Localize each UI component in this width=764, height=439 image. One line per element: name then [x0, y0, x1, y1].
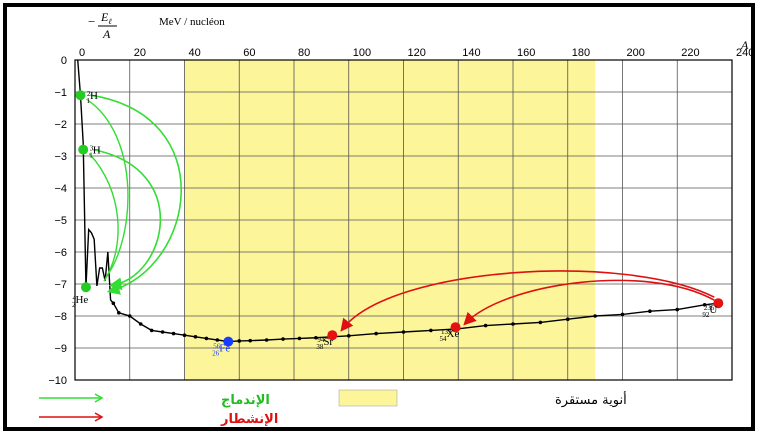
- legend-fusion-label: الإندماج: [221, 393, 270, 408]
- y-tick-label: 0: [61, 55, 67, 67]
- y-tick-label: −10: [48, 375, 67, 387]
- fusion-arrow: [86, 98, 129, 278]
- x-tick-label: 180: [572, 47, 590, 59]
- nuclide-point-sr94: [327, 330, 338, 341]
- legend: الإندماج الإنشطار أنوية مستقرة: [39, 389, 627, 427]
- fusion-arrow: [90, 94, 183, 295]
- curve-point: [401, 330, 406, 334]
- curve-point: [374, 331, 378, 336]
- curve-point: [702, 303, 707, 307]
- curve-point: [565, 317, 570, 322]
- y-tick-label: −6: [54, 247, 67, 259]
- curve-point: [149, 328, 154, 333]
- curve-point: [182, 333, 187, 338]
- nuclide-point-xe139: [450, 322, 461, 333]
- curve-point: [538, 320, 543, 325]
- x-tick-label: 40: [189, 47, 201, 59]
- nuclide-point-u235: [713, 298, 724, 309]
- curve-point: [314, 335, 318, 340]
- units-label: MeV / nucléon: [159, 16, 225, 28]
- x-axis-label: A: [740, 38, 749, 52]
- curve-point: [111, 301, 116, 306]
- curve-point: [264, 338, 269, 342]
- y-tick-label: −1: [54, 87, 67, 99]
- nuclide-point-h2: [75, 90, 86, 101]
- curve-point: [675, 307, 680, 312]
- curve-point: [237, 339, 242, 343]
- curve-point: [193, 335, 198, 339]
- nuclide-label-fe56: 56 26Fe: [212, 343, 230, 358]
- nuclide-point-he4: [80, 282, 91, 293]
- curve-point: [127, 314, 132, 318]
- fusion-arrow: [88, 153, 119, 282]
- chart-frame: 0204060801001201401601802002202400−1−2−3…: [3, 3, 755, 431]
- y-axis-numerator: Eℓ: [100, 10, 112, 26]
- y-tick-label: −4: [54, 183, 67, 195]
- x-tick-label: 100: [353, 47, 371, 59]
- curve-point: [281, 337, 285, 341]
- curve-point: [511, 322, 515, 326]
- nuclide-point-h3: [78, 144, 89, 155]
- curve-point: [160, 330, 165, 334]
- x-tick-label: 240: [736, 47, 751, 59]
- curve-point: [620, 312, 625, 317]
- x-tick-label: 140: [462, 47, 480, 59]
- legend-stable-label: أنوية مستقرة: [555, 391, 627, 408]
- x-tick-label: 0: [79, 47, 85, 59]
- y-axis-denominator: A: [102, 27, 111, 41]
- nuclide-label-h3: 3 1H: [89, 145, 101, 160]
- curve-point: [593, 314, 597, 318]
- y-tick-label: −2: [54, 119, 67, 131]
- x-tick-label: 200: [627, 47, 645, 59]
- curve-point: [429, 328, 433, 333]
- x-tick-label: 20: [134, 47, 146, 59]
- curve-point: [171, 331, 176, 336]
- y-tick-label: −3: [54, 151, 67, 163]
- y-axis-minus: −: [88, 14, 95, 29]
- x-tick-label: 60: [243, 47, 255, 59]
- curve-point: [483, 323, 488, 328]
- y-tick-label: −8: [54, 311, 67, 323]
- fission-arrow: [463, 279, 715, 326]
- nuclide-label-he4: 4 2He: [72, 294, 88, 309]
- curve-point: [346, 334, 351, 338]
- legend-fission-arrowhead: [94, 412, 104, 422]
- y-tick-label: −5: [54, 215, 67, 227]
- curve-point: [117, 311, 121, 315]
- curve-point: [297, 336, 302, 341]
- y-tick-label: −9: [54, 343, 67, 355]
- x-tick-label: 220: [681, 47, 699, 59]
- nuclide-label-u235: 235 92U: [702, 304, 717, 319]
- x-tick-label: 160: [517, 47, 535, 59]
- nuclide-label-sr94: 94 38Sr: [316, 336, 333, 351]
- legend-fission-label: الإنشطار: [220, 412, 278, 427]
- fission-arrow: [340, 270, 715, 332]
- binding-energy-chart: 0204060801001201401601802002202400−1−2−3…: [39, 10, 751, 427]
- nuclide-point-fe56: [223, 336, 234, 347]
- curve-point: [648, 309, 652, 314]
- x-tick-label: 120: [408, 47, 426, 59]
- plot-border: [74, 59, 733, 381]
- curve-point: [138, 322, 143, 326]
- legend-stable-swatch: [338, 389, 398, 407]
- curve-point: [204, 336, 209, 341]
- curve-point: [215, 338, 220, 342]
- x-tick-label: 80: [298, 47, 310, 59]
- nuclide-label-h2: 2 1H: [86, 90, 98, 105]
- y-tick-label: −7: [54, 279, 67, 291]
- fusion-arrow: [93, 148, 162, 291]
- curve-point: [248, 338, 252, 343]
- nuclide-label-xe139: 139 54Xe: [440, 328, 460, 343]
- legend-fusion-arrowhead: [94, 393, 104, 403]
